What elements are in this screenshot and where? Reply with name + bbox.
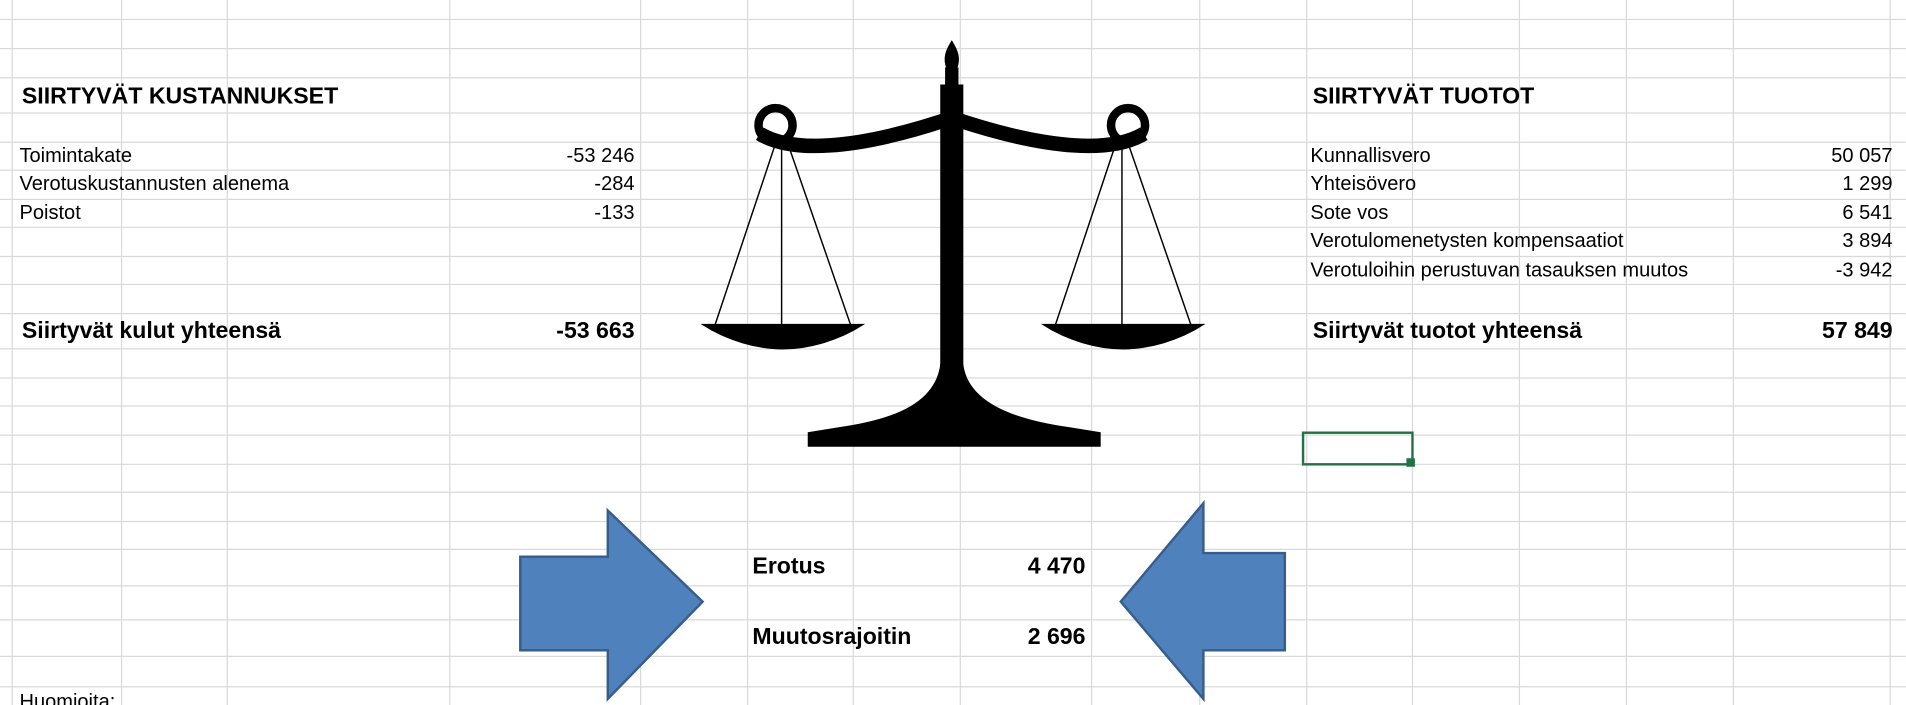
section-title: SIIRTYVÄT KUSTANNUKSET (22, 82, 338, 108)
total-label: Siirtyvät tuotot yhteensä (1313, 317, 1582, 343)
item-value: 1 299 (1842, 173, 1892, 195)
item-label: Yhteisövero (1310, 173, 1416, 195)
arrow-left (1119, 499, 1287, 703)
summary-label: Erotus (752, 553, 825, 579)
note: Huomioita: (19, 691, 115, 705)
item-label: Verotulomenetysten kompensaatiot (1310, 230, 1624, 252)
summary-value: 4 470 (1028, 553, 1086, 579)
item-value: -53 246 (567, 145, 635, 167)
item-value: -284 (594, 173, 634, 195)
item-value: 3 894 (1842, 230, 1892, 252)
item-label: Toimintakate (19, 145, 132, 167)
total-value: -53 663 (556, 317, 634, 343)
summary-label: Muutosrajoitin (752, 623, 911, 649)
total-label: Siirtyvät kulut yhteensä (22, 317, 281, 343)
total-value: 57 849 (1822, 317, 1893, 343)
item-value: 6 541 (1842, 202, 1892, 224)
scale-icon (700, 40, 1206, 447)
item-label: Sote vos (1310, 202, 1388, 224)
selected-cell[interactable] (1301, 431, 1414, 466)
item-value: 50 057 (1831, 145, 1892, 167)
items: Toimintakate -53 246 Verotuskustannusten a… (19, 145, 1892, 281)
item-label: Verotuskustannusten alenema (19, 173, 290, 195)
item-value: -3 942 (1836, 259, 1893, 281)
item-value: -133 (594, 202, 634, 224)
summary-value: 2 696 (1028, 623, 1086, 649)
item-label: Poistot (19, 202, 81, 224)
section-title: SIIRTYVÄT TUOTOT (1313, 82, 1534, 108)
fill-handle[interactable] (1406, 458, 1415, 467)
item-label: Verotuloihin perustuvan tasauksen muutos (1310, 259, 1688, 281)
arrow-right (519, 507, 705, 702)
item-label: Kunnallisvero (1310, 145, 1430, 167)
